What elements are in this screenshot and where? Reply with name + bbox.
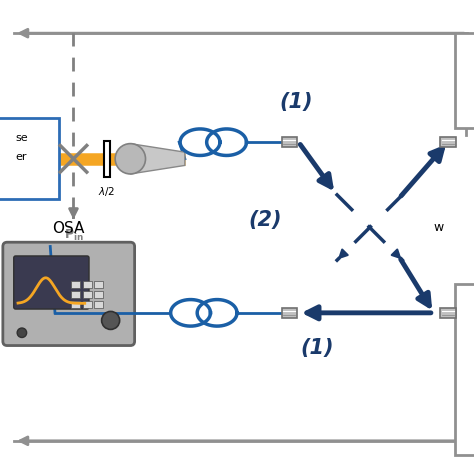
Text: w: w [433,221,444,234]
Bar [282,137,297,147]
Bar [82,281,91,288]
FancyBboxPatch shape [0,118,59,199]
Text: $\lambda$/2: $\lambda$/2 [98,185,115,198]
Bar [440,137,456,147]
Bar [94,281,103,288]
Circle shape [101,311,119,329]
Text: $\mathbf{P_{in}}$: $\mathbf{P_{in}}$ [64,228,83,243]
Text: (1): (1) [280,92,313,112]
Bar [282,308,297,318]
Bar [440,308,456,318]
Bar [71,301,80,308]
Bar [82,301,91,308]
Bar [94,291,103,298]
Polygon shape [130,144,185,174]
Bar [71,281,80,288]
Text: se: se [15,133,27,144]
Text: er: er [16,152,27,163]
FancyBboxPatch shape [3,242,135,346]
Bar [71,291,80,298]
Bar [455,284,474,455]
Text: (1): (1) [301,338,334,358]
Circle shape [115,144,146,174]
Bar [94,301,103,308]
Bar [455,33,474,128]
Circle shape [17,328,27,337]
FancyBboxPatch shape [14,256,89,309]
Text: OSA: OSA [53,221,85,236]
Text: (2): (2) [249,210,282,230]
Bar [82,291,91,298]
Bar [104,141,110,177]
